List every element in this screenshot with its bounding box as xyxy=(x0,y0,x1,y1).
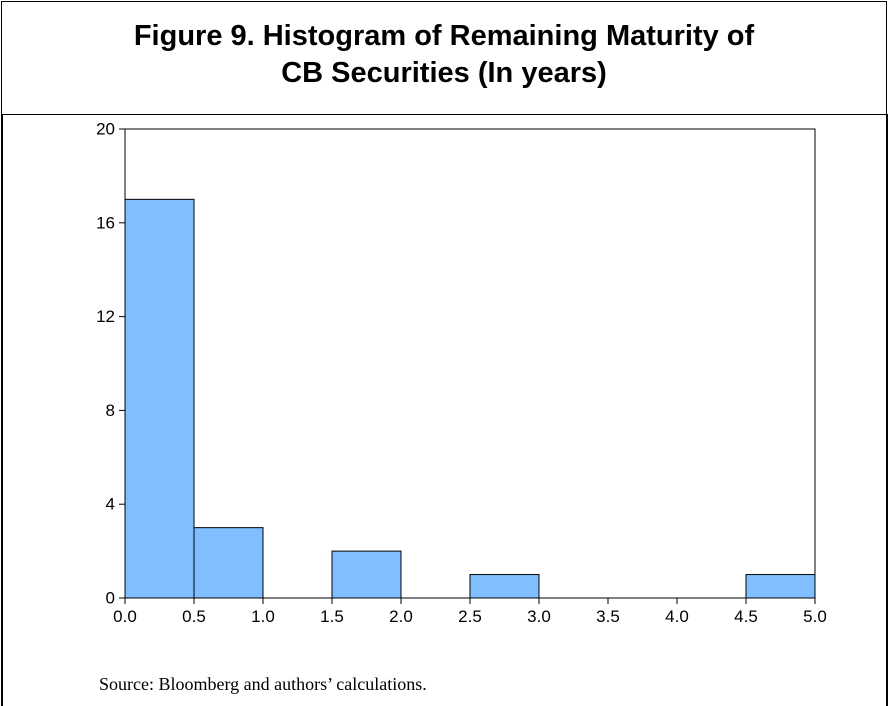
figure-title-line-2: CB Securities (In years) xyxy=(281,57,607,89)
frame-right-border xyxy=(886,114,888,706)
histogram-bar-9 xyxy=(745,574,816,599)
source-note: Source: Bloomberg and authors’ calculati… xyxy=(99,674,427,694)
y-tick-label-3: 12 xyxy=(96,307,115,326)
y-tick-label-0: 0 xyxy=(106,589,115,608)
histogram-bar-1 xyxy=(193,527,264,599)
x-tick-label-1: 0.5 xyxy=(182,607,206,626)
y-tick-label-5: 20 xyxy=(96,120,115,139)
figure-title-line-1: Figure 9. Histogram of Remaining Maturit… xyxy=(133,20,755,52)
title-box: Figure 9. Histogram of Remaining Maturit… xyxy=(1,1,887,115)
histogram-bar-5 xyxy=(469,574,540,599)
x-tick-label-7: 3.5 xyxy=(596,607,620,626)
x-tick-label-5: 2.5 xyxy=(458,607,482,626)
y-tick-label-1: 4 xyxy=(106,495,115,514)
histogram-bar-3 xyxy=(331,550,402,599)
x-tick-label-8: 4.0 xyxy=(665,607,689,626)
y-axis: 0 4 8 12 16 20 xyxy=(96,120,125,608)
y-tick-label-4: 16 xyxy=(96,213,115,232)
bars-group xyxy=(124,198,816,599)
x-tick-label-9: 4.5 xyxy=(734,607,758,626)
x-tick-label-4: 2.0 xyxy=(389,607,413,626)
x-tick-label-0: 0.0 xyxy=(113,607,137,626)
x-tick-label-3: 1.5 xyxy=(320,607,344,626)
x-tick-label-10: 5.0 xyxy=(803,607,827,626)
x-tick-label-2: 1.0 xyxy=(251,607,275,626)
x-axis: 0.0 0.5 1.0 1.5 2.0 2.5 3.0 3.5 4.0 4.5 5.0 xyxy=(113,598,827,626)
histogram-bar-0 xyxy=(124,198,195,599)
y-tick-label-2: 8 xyxy=(106,401,115,420)
x-tick-label-6: 3.0 xyxy=(527,607,551,626)
frame-left-border xyxy=(1,114,3,706)
